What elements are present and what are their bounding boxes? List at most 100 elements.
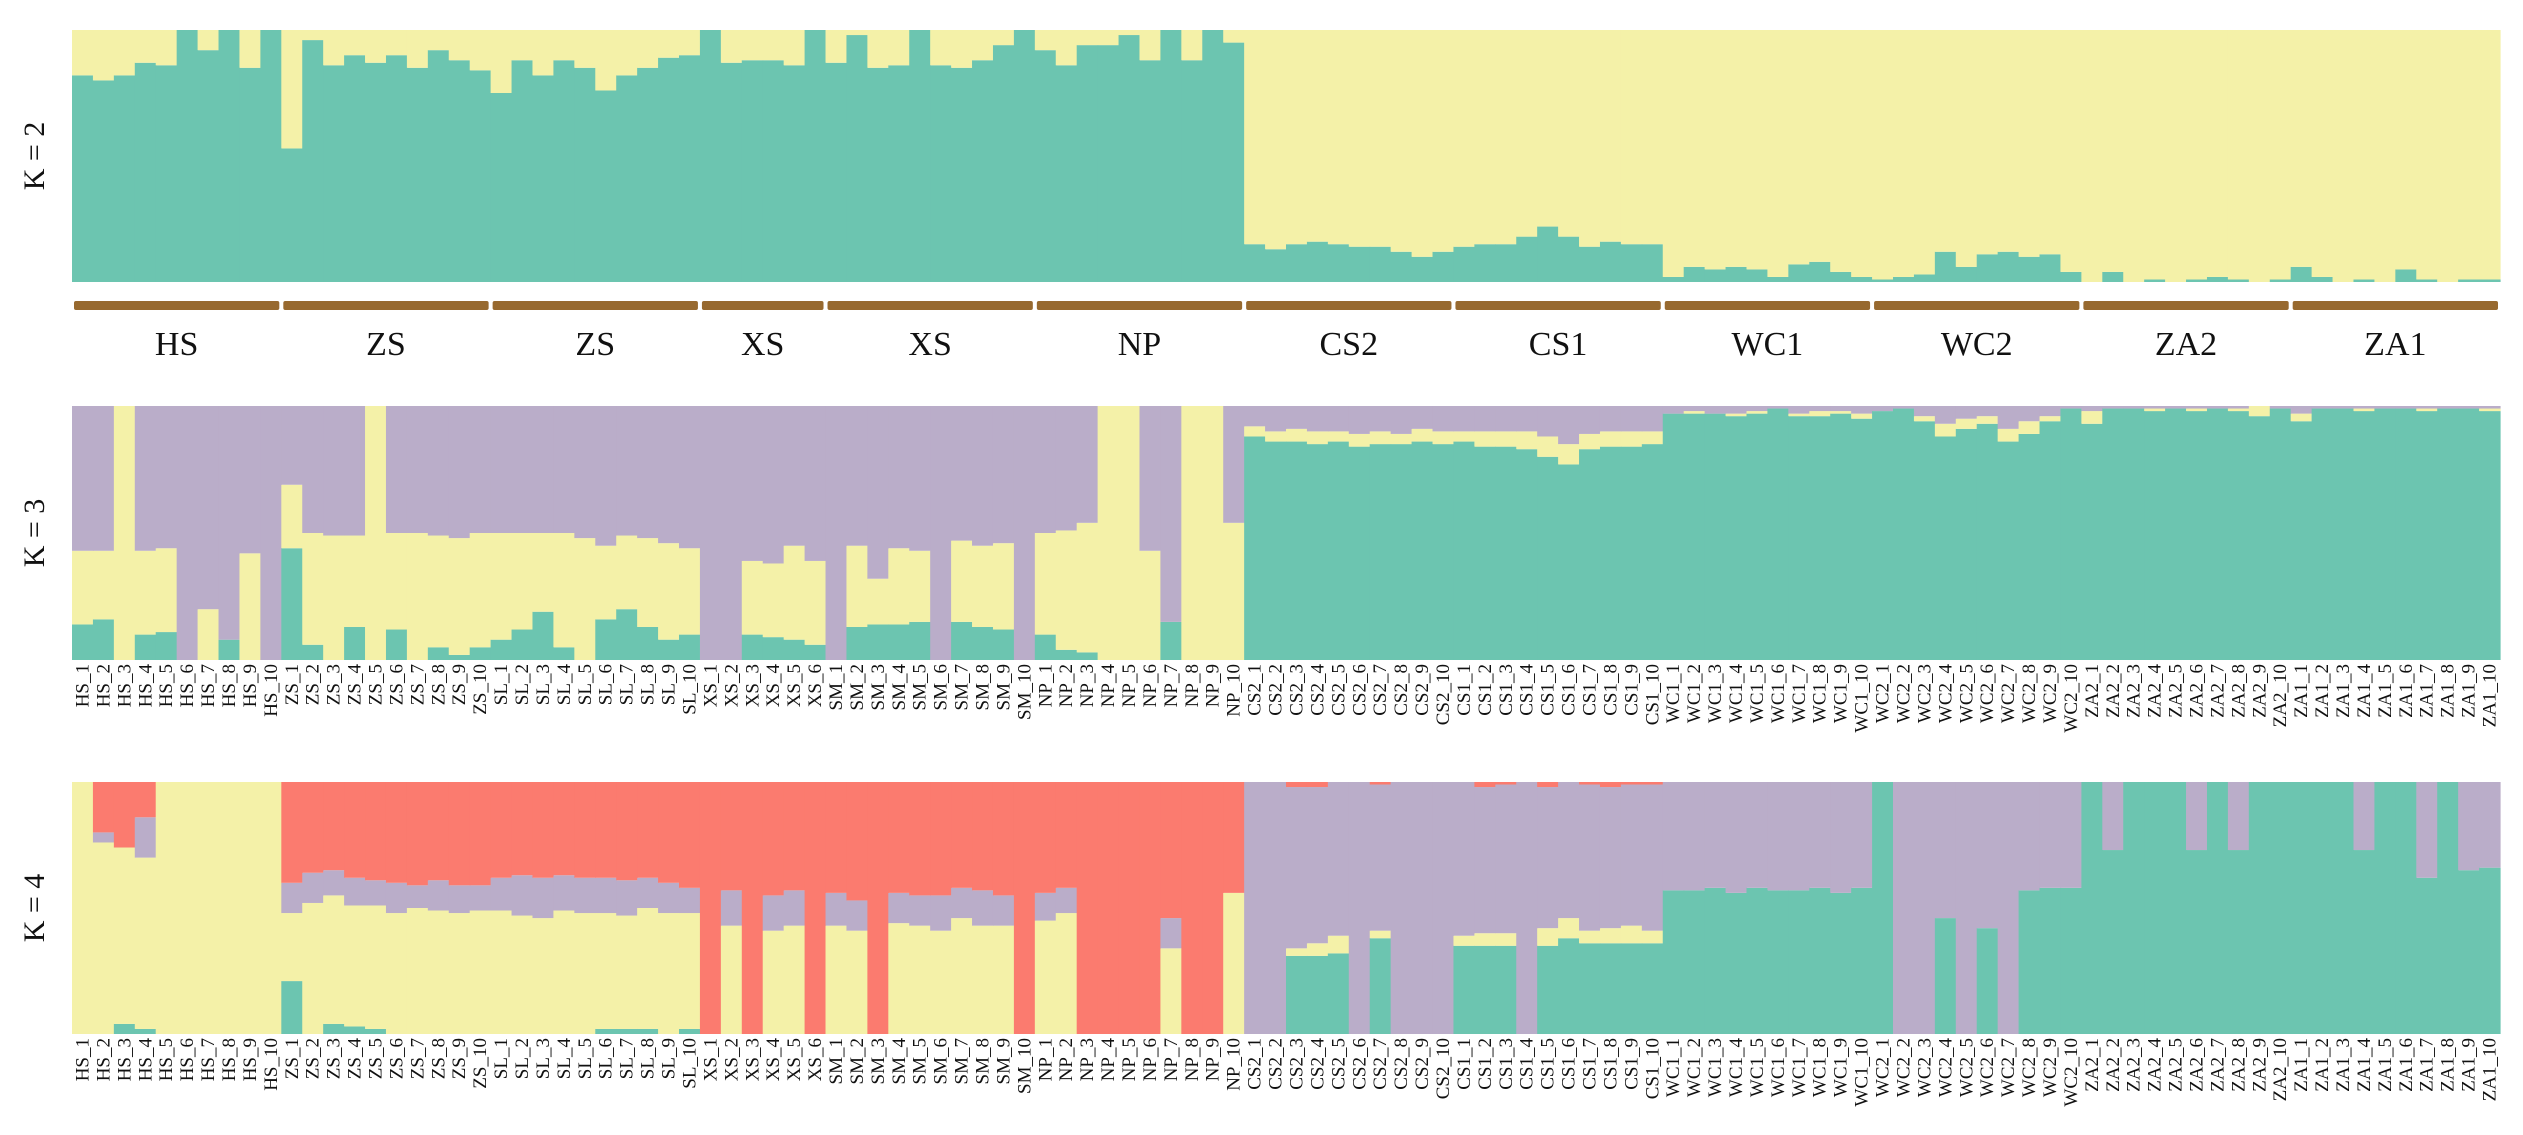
bar-ZS_6-red xyxy=(385,782,408,883)
sample-label-HS_6: HS_6 xyxy=(177,1038,198,1081)
bar-CS1_1-teal xyxy=(1453,441,1475,660)
sample-label-ZA2_10: ZA2_10 xyxy=(2270,1038,2291,1101)
bar-ZA1_1-teal xyxy=(2290,421,2313,660)
sample-label-WC2_10: WC2_10 xyxy=(2061,664,2082,733)
bar-ZS_2-teal xyxy=(302,40,324,282)
bar-HS_7-teal xyxy=(197,50,220,282)
sample-label-SM_3: SM_3 xyxy=(868,664,889,710)
bar-WC2_3-teal xyxy=(1913,274,1936,282)
bar-ZS_7-yellow xyxy=(406,908,429,1034)
bar-CS2_4-yellow xyxy=(1306,431,1329,445)
bar-SM_8-teal xyxy=(972,626,994,660)
bar-SL_5-teal xyxy=(574,67,596,282)
bar-HS_5-purple xyxy=(155,406,178,549)
bar-XS_6-purple xyxy=(804,406,827,561)
bar-XS_2-yellow xyxy=(720,925,743,1034)
bar-ZA2_4-yellow xyxy=(2144,30,2166,280)
sample-label-CS2_3: CS2_3 xyxy=(1286,1038,1307,1090)
bar-ZA1_8-teal xyxy=(2437,408,2459,660)
group-bar-9 xyxy=(1874,301,2080,310)
bar-WC1_9-purple xyxy=(1830,782,1852,893)
sample-label-CS2_2: CS2_2 xyxy=(1266,1038,1287,1090)
bar-NP_10-yellow xyxy=(1223,522,1245,660)
bar-CS2_2-yellow xyxy=(1265,431,1287,442)
sample-label-HS_8: HS_8 xyxy=(219,1038,240,1081)
panel-k4-label: K = 4 xyxy=(18,874,51,943)
sample-label-SL_8: SL_8 xyxy=(638,1038,659,1079)
sample-label-WC1_9: WC1_9 xyxy=(1831,1038,1852,1097)
bar-CS1_5-teal xyxy=(1537,226,1559,282)
sample-label-CS1_9: CS1_9 xyxy=(1621,1038,1642,1090)
bar-ZS_1-purple xyxy=(281,406,303,485)
sample-label-ZA2_8: ZA2_8 xyxy=(2228,1038,2249,1092)
bar-ZS_2-teal xyxy=(302,644,324,660)
sample-label-CS1_9: CS1_9 xyxy=(1621,664,1642,716)
bar-WC2_9-yellow xyxy=(2039,30,2062,255)
bar-CS2_5-purple xyxy=(1327,782,1350,936)
bar-CS1_2-yellow xyxy=(1474,933,1496,946)
bar-ZA2_6-teal xyxy=(2186,279,2208,282)
sample-label-WC1_9: WC1_9 xyxy=(1831,664,1852,723)
sample-label-SL_2: SL_2 xyxy=(512,1038,533,1079)
bar-ZS_7-purple xyxy=(406,885,429,908)
bar-WC2_8-teal xyxy=(2018,433,2041,660)
bar-NP_6-teal xyxy=(1139,60,1162,282)
bar-SM_9-purple xyxy=(992,895,1015,926)
sample-label-SL_6: SL_6 xyxy=(596,1038,617,1079)
sample-label-CS2_6: CS2_6 xyxy=(1349,664,1370,716)
bar-WC1_2-purple xyxy=(1683,406,1706,412)
bar-CS2_7-teal xyxy=(1369,938,1392,1034)
sample-label-CS1_6: CS1_6 xyxy=(1559,1038,1580,1090)
bar-HS_9-yellow xyxy=(239,30,261,68)
bar-SL_1-purple xyxy=(490,877,513,911)
bar-WC1_2-yellow xyxy=(1683,30,1706,267)
bar-HS_9-teal xyxy=(239,67,261,282)
bar-NP_9-teal xyxy=(1202,30,1224,282)
bar-SL_6-yellow xyxy=(595,545,617,620)
bar-WC2_2-teal xyxy=(1893,408,1915,660)
bar-ZS_10-purple xyxy=(469,406,492,533)
sample-label-HS_9: HS_9 xyxy=(240,664,261,707)
group-label-7: CS1 xyxy=(1529,326,1588,363)
bar-SM_7-purple xyxy=(951,406,973,541)
sample-label-ZA1_9: ZA1_9 xyxy=(2459,664,2480,718)
bar-WC2_3-purple xyxy=(1913,782,1936,1034)
bar-HS_1-teal xyxy=(72,75,94,282)
bar-WC2_9-teal xyxy=(2039,254,2062,282)
bar-WC1_7-yellow xyxy=(1788,413,1810,417)
sample-label-SM_7: SM_7 xyxy=(952,1038,973,1084)
bar-NP_3-yellow xyxy=(1076,30,1099,46)
bar-HS_4-yellow xyxy=(134,550,157,635)
bar-CS1_4-teal xyxy=(1516,449,1538,660)
bar-ZS_4-teal xyxy=(344,55,366,283)
bar-HS_2-teal xyxy=(92,80,115,283)
bar-ZS_4-yellow xyxy=(344,905,366,1027)
bar-NP_6-yellow xyxy=(1139,550,1162,660)
group-bar-11 xyxy=(2292,301,2498,310)
bar-SM_1-yellow xyxy=(825,925,848,1034)
bar-SL_9-teal xyxy=(658,57,680,282)
bar-NP_2-yellow xyxy=(1055,530,1078,650)
sample-label-SM_6: SM_6 xyxy=(931,1038,952,1084)
bar-WC1_3-teal xyxy=(1704,887,1727,1034)
bar-NP_6-red xyxy=(1139,782,1162,1034)
bar-CS2_5-teal xyxy=(1327,953,1350,1034)
bar-CS1_2-yellow xyxy=(1474,30,1496,245)
sample-label-NP_10: NP_10 xyxy=(1224,1038,1245,1091)
bar-WC2_7-teal xyxy=(1997,251,2020,282)
bar-SL_6-teal xyxy=(595,90,617,282)
panel-k2 xyxy=(72,30,2501,283)
bar-ZS_10-teal xyxy=(469,647,492,660)
bar-ZS_10-purple xyxy=(469,885,492,911)
bar-WC2_5-teal xyxy=(1955,428,1978,660)
sample-label-ZA1_6: ZA1_6 xyxy=(2396,1038,2417,1092)
bar-WC1_4-purple xyxy=(1725,406,1748,414)
bar-CS1_2-yellow xyxy=(1474,431,1496,447)
bar-HS_5-yellow xyxy=(155,782,178,1034)
bar-XS_1-teal xyxy=(699,30,722,282)
bar-CS2_6-teal xyxy=(1348,246,1371,282)
bar-CS1_3-purple xyxy=(1495,784,1517,934)
sample-label-NP_6: NP_6 xyxy=(1140,1038,1161,1081)
bar-WC2_9-purple xyxy=(2039,406,2062,417)
bar-WC2_9-teal xyxy=(2039,887,2062,1034)
